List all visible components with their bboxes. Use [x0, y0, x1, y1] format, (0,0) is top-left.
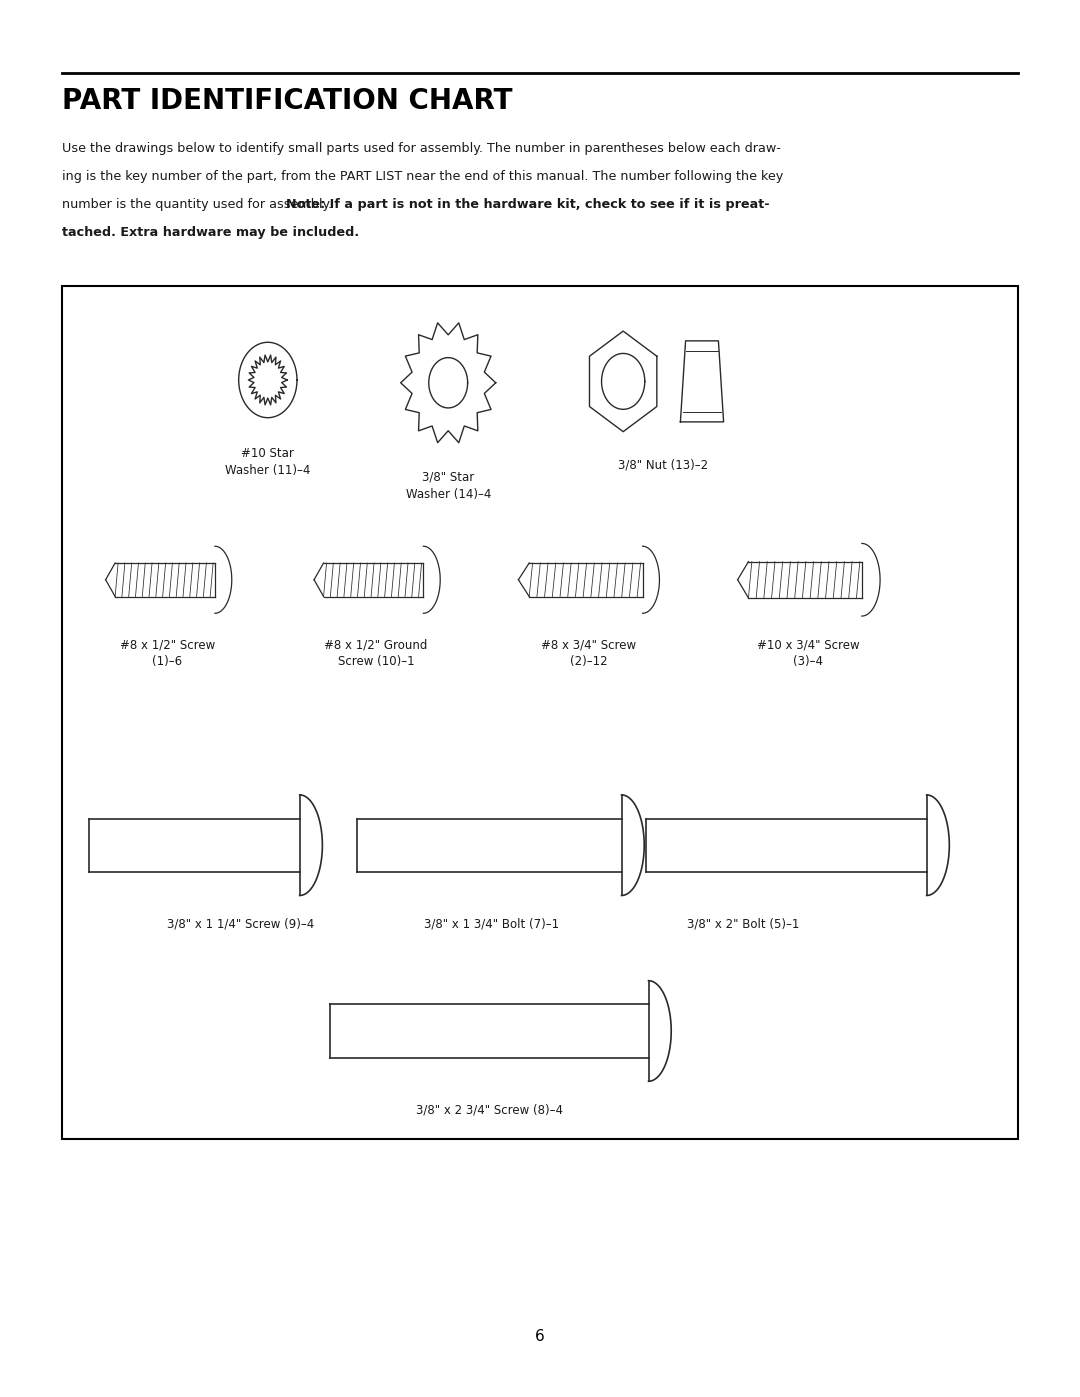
Text: 3/8" Nut (13)–2: 3/8" Nut (13)–2	[618, 458, 707, 471]
Text: #10 Star
Washer (11)–4: #10 Star Washer (11)–4	[225, 447, 311, 476]
Text: 3/8" x 1 1/4" Screw (9)–4: 3/8" x 1 1/4" Screw (9)–4	[167, 918, 314, 930]
Text: 3/8" x 2" Bolt (5)–1: 3/8" x 2" Bolt (5)–1	[687, 918, 799, 930]
Text: #8 x 1/2" Screw
(1)–6: #8 x 1/2" Screw (1)–6	[120, 638, 215, 668]
Text: tached. Extra hardware may be included.: tached. Extra hardware may be included.	[62, 226, 359, 239]
Text: #8 x 1/2" Ground
Screw (10)–1: #8 x 1/2" Ground Screw (10)–1	[324, 638, 428, 668]
Text: number is the quantity used for assembly.: number is the quantity used for assembly…	[62, 198, 336, 211]
Text: 3/8" Star
Washer (14)–4: 3/8" Star Washer (14)–4	[405, 471, 491, 500]
Bar	[62, 286, 1018, 1139]
Text: #8 x 3/4" Screw
(2)–12: #8 x 3/4" Screw (2)–12	[541, 638, 636, 668]
Text: 3/8" x 2 3/4" Screw (8)–4: 3/8" x 2 3/4" Screw (8)–4	[416, 1104, 563, 1116]
Text: Use the drawings below to identify small parts used for assembly. The number in : Use the drawings below to identify small…	[62, 142, 781, 155]
Text: ing is the key number of the part, from the PART LIST near the end of this manua: ing is the key number of the part, from …	[62, 170, 783, 183]
Text: PART IDENTIFICATION CHART: PART IDENTIFICATION CHART	[62, 87, 512, 115]
Text: 6: 6	[535, 1330, 545, 1344]
Text: 3/8" x 1 3/4" Bolt (7)–1: 3/8" x 1 3/4" Bolt (7)–1	[424, 918, 559, 930]
Text: Note: If a part is not in the hardware kit, check to see if it is preat-: Note: If a part is not in the hardware k…	[286, 198, 770, 211]
Text: #10 x 3/4" Screw
(3)–4: #10 x 3/4" Screw (3)–4	[756, 638, 860, 668]
